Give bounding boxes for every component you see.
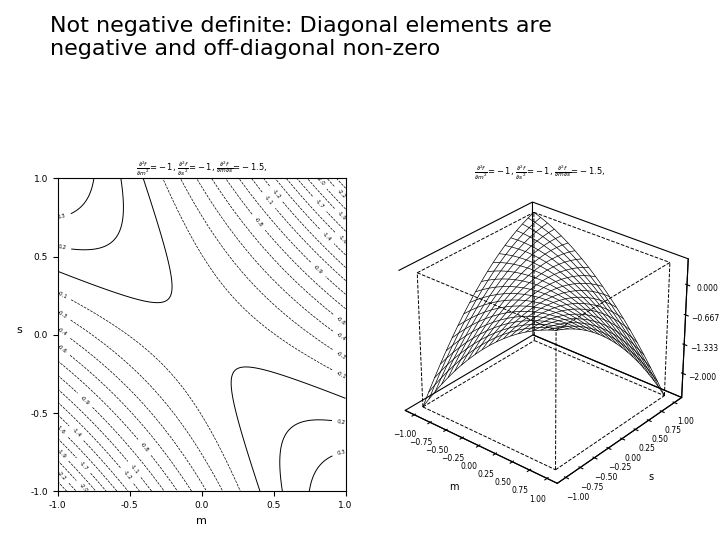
- Text: -0.6: -0.6: [336, 315, 347, 326]
- Title: $\frac{\partial^2 f}{\partial m^2}\!=\!-1,\,\frac{\partial^2 f}{\partial s^2}\!=: $\frac{\partial^2 f}{\partial m^2}\!=\!-…: [136, 160, 267, 178]
- Text: -0.1: -0.1: [336, 370, 347, 380]
- Text: -0.9: -0.9: [79, 395, 91, 406]
- Text: -2.0: -2.0: [315, 176, 325, 187]
- Title: $\frac{\partial^2 f}{\partial m^2}\!=\!-1,\,\frac{\partial^2 f}{\partial s^2}\!=: $\frac{\partial^2 f}{\partial m^2}\!=\!-…: [474, 164, 606, 182]
- Y-axis label: s: s: [649, 472, 654, 482]
- Text: -0.4: -0.4: [56, 327, 68, 338]
- Text: -2.2: -2.2: [56, 470, 68, 481]
- Text: -1.2: -1.2: [122, 470, 132, 481]
- Text: -0.6: -0.6: [56, 343, 68, 354]
- Text: -1.6: -1.6: [337, 234, 348, 245]
- X-axis label: m: m: [196, 516, 207, 525]
- Text: 0.3: 0.3: [57, 213, 67, 220]
- Text: -0.3: -0.3: [336, 350, 347, 360]
- Text: -0.1: -0.1: [56, 290, 68, 300]
- Text: -1.9: -1.9: [56, 448, 67, 459]
- Text: -1.1: -1.1: [129, 464, 140, 475]
- X-axis label: m: m: [449, 482, 459, 492]
- Text: -0.3: -0.3: [56, 309, 68, 320]
- Text: -0.4: -0.4: [336, 332, 347, 342]
- Text: -2.2: -2.2: [336, 188, 347, 200]
- Text: -1.1: -1.1: [264, 194, 274, 206]
- Text: 0.3: 0.3: [336, 449, 346, 456]
- Text: -1.9: -1.9: [336, 211, 347, 221]
- Text: -0.8: -0.8: [139, 442, 150, 453]
- Text: -1.7: -1.7: [314, 198, 325, 210]
- Text: -0.8: -0.8: [253, 217, 264, 228]
- Text: -1.6: -1.6: [55, 424, 66, 436]
- Text: -1.4: -1.4: [71, 428, 82, 439]
- Text: -0.9: -0.9: [312, 264, 324, 275]
- Y-axis label: s: s: [17, 325, 22, 335]
- Text: 0.2: 0.2: [336, 418, 346, 425]
- Text: -1.7: -1.7: [78, 460, 89, 471]
- Text: -1.4: -1.4: [321, 231, 333, 242]
- Text: -2.0: -2.0: [78, 483, 89, 494]
- Text: 0.2: 0.2: [57, 245, 67, 251]
- Text: -1.2: -1.2: [271, 188, 282, 200]
- Text: Not negative definite: Diagonal elements are
negative and off-diagonal non-zero: Not negative definite: Diagonal elements…: [50, 16, 552, 59]
